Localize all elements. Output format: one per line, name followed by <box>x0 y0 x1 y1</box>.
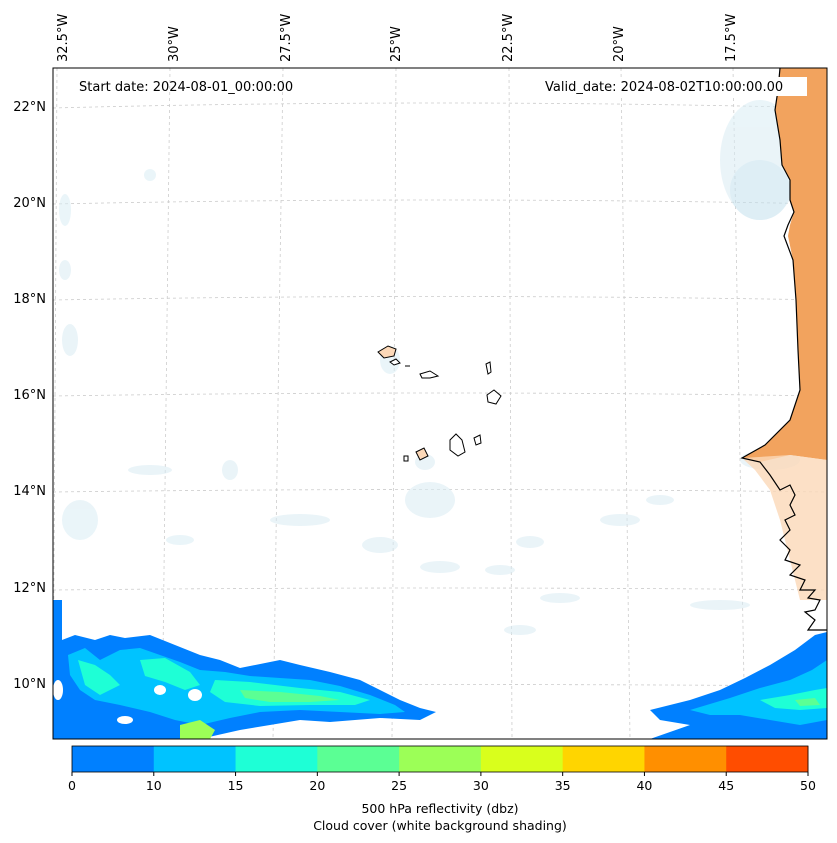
colorbar-segment <box>726 746 809 772</box>
start-date-label: Start date: 2024-08-01_00:00:00 <box>79 80 293 95</box>
colorbar-tick-label: 45 <box>718 778 734 793</box>
lat-label: 14°N <box>13 484 46 499</box>
colorbar-segment <box>317 746 400 772</box>
colorbar-segment <box>399 746 482 772</box>
cape-verde-islands <box>377 345 502 462</box>
lon-label: 30°W <box>167 26 182 62</box>
land-shading-light <box>742 455 827 600</box>
colorbar-tick-label: 30 <box>473 778 489 793</box>
lon-label: 20°W <box>612 26 627 62</box>
colorbar-segment <box>72 746 155 772</box>
lon-label: 22.5°W <box>501 14 516 62</box>
colorbar-border <box>71 745 809 773</box>
lon-label: 32.5°W <box>56 14 71 62</box>
colorbar <box>71 745 809 773</box>
reflectivity-east <box>650 632 827 739</box>
colorbar-tick-label: 25 <box>391 778 407 793</box>
colorbar-tick-label: 50 <box>800 778 816 793</box>
land-shading-africa <box>742 68 827 462</box>
colorbar-segment <box>562 746 645 772</box>
lon-label: 27.5°W <box>279 14 294 62</box>
lon-label: 17.5°W <box>724 14 739 62</box>
lat-labels: 22°N 20°N 18°N 16°N 14°N 12°N 10°N <box>13 100 46 692</box>
lat-label: 12°N <box>13 581 46 596</box>
lon-label: 25°W <box>389 26 404 62</box>
colorbar-tick-label: 15 <box>228 778 244 793</box>
colorbar-tick-label: 40 <box>636 778 652 793</box>
lat-label: 20°N <box>13 196 46 211</box>
lat-label: 18°N <box>13 292 46 307</box>
lon-labels: 32.5°W 30°W 27.5°W 25°W 22.5°W 20°W 17.5… <box>56 14 739 62</box>
lat-label: 10°N <box>13 677 46 692</box>
colorbar-segment <box>644 746 727 772</box>
coastline-africa <box>740 68 827 631</box>
colorbar-label: 500 hPa reflectivity (dbz) <box>361 801 518 816</box>
colorbar-segment <box>153 746 237 772</box>
colorbar-segment <box>480 746 564 772</box>
map-frame <box>53 68 827 739</box>
reflectivity-west <box>53 600 436 739</box>
valid-date-bg <box>540 77 807 96</box>
colorbar-tick-label: 0 <box>68 778 76 793</box>
colorbar-tick-label: 10 <box>146 778 162 793</box>
valid-date-label: Valid_date: 2024-08-02T10:00:00.00 <box>545 80 783 95</box>
colorbar-tick-label: 20 <box>309 778 325 793</box>
colorbar-tick-label: 35 <box>555 778 571 793</box>
lat-label: 22°N <box>13 100 46 115</box>
colorbar-sublabel: Cloud cover (white background shading) <box>313 818 567 833</box>
map-border <box>52 67 828 740</box>
colorbar-ticks: 0 10 15 20 25 30 35 40 45 50 <box>68 772 816 793</box>
colorbar-segment <box>235 746 318 772</box>
lat-label: 16°N <box>13 388 46 403</box>
